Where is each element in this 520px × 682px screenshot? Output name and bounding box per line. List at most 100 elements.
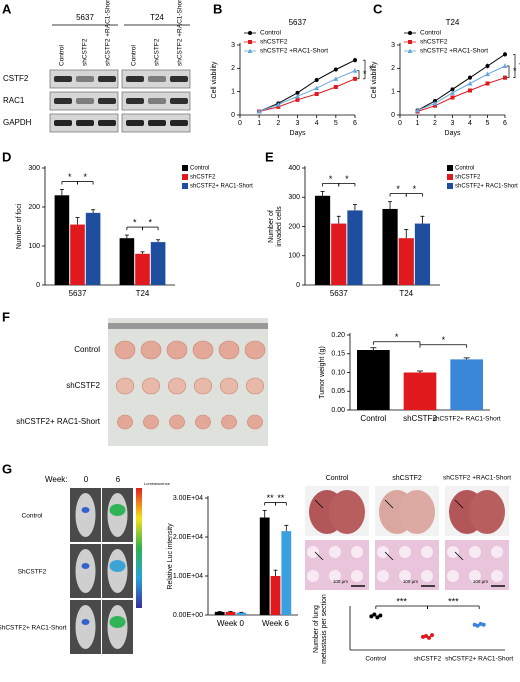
y-tick-label: 0.05: [331, 388, 345, 395]
alveoli: [491, 546, 503, 558]
bar: [70, 224, 85, 285]
signal: [109, 560, 126, 572]
point: [295, 97, 300, 102]
lung: [399, 490, 435, 534]
point: [314, 92, 319, 96]
blot-strip: [49, 69, 119, 89]
legend-swatch: [447, 183, 453, 189]
bar: [450, 359, 483, 410]
blot-band: [54, 76, 72, 82]
point: [502, 63, 508, 68]
x-tick-label: 4: [468, 120, 472, 127]
signal: [109, 616, 126, 628]
panel-letter: D: [2, 149, 11, 164]
series-line: [417, 65, 506, 111]
x-tick-label: 1: [416, 120, 420, 127]
legend-label: shCSTF2: [420, 39, 448, 46]
tumor-photo: [108, 318, 268, 446]
y-tick-label: 0.15: [331, 351, 345, 358]
dot-point: [421, 634, 425, 639]
bar: [259, 517, 270, 615]
x-tick-label: 6: [503, 120, 507, 127]
legend-label: Control: [260, 30, 282, 37]
alveoli: [447, 570, 459, 582]
mouse-group-label: Control: [22, 513, 44, 520]
lane-label: shCSTF2 +RAC1-Short: [177, 0, 184, 66]
tumor-group-label: shCSTF2+ RAC1-Short: [16, 417, 101, 426]
series-line: [417, 77, 506, 112]
tumor: [141, 377, 161, 395]
legend-marker: [247, 48, 253, 53]
chart-title: 5637: [289, 18, 307, 27]
legend-swatch: [447, 165, 453, 171]
bar: [119, 238, 135, 285]
significance-bracket: [513, 53, 516, 79]
dot-point: [475, 623, 480, 628]
legend-label: shCSTF2: [260, 39, 288, 46]
alveoli: [377, 546, 389, 558]
lung: [469, 490, 505, 534]
bar: [150, 242, 166, 285]
dot-point: [430, 633, 434, 638]
point: [353, 76, 357, 81]
alveoli: [421, 570, 433, 582]
x-tick-label: 4: [315, 120, 319, 127]
arrow: [384, 551, 394, 561]
point: [314, 78, 319, 82]
x-tick-label: 5: [334, 120, 338, 127]
lane-label: shCSTF2: [154, 38, 161, 66]
cell-line-label: 5637: [76, 13, 94, 22]
legend-marker: [407, 48, 413, 53]
y-tick-label: 1.00E+04: [173, 573, 203, 580]
y-tick-label: 200: [28, 204, 40, 211]
y-tick-label: 3: [231, 42, 235, 49]
alveoli: [447, 546, 459, 558]
point: [295, 93, 300, 99]
bar: [398, 238, 414, 285]
point: [276, 104, 281, 109]
y-axis-label: Number of lung: [313, 605, 320, 653]
point: [333, 67, 338, 72]
blot-band: [170, 98, 188, 104]
significance-label: *: [84, 172, 88, 182]
panel-letter: F: [2, 309, 10, 324]
x-tick-label: shCSTF2: [403, 414, 437, 423]
dot-point: [472, 622, 477, 627]
tumor: [167, 377, 187, 395]
y-tick-label: 2.00E+04: [173, 534, 203, 541]
blot-band: [148, 98, 166, 104]
lane-label: shCSTF2 +RAC1-Short: [105, 0, 112, 66]
significance-bracket: [357, 70, 360, 80]
significance-label: **: [267, 493, 275, 503]
x-tick-label: shCSTF2: [414, 656, 442, 663]
point: [352, 68, 358, 73]
blot-band: [148, 120, 166, 126]
dot-point: [478, 621, 483, 626]
scale-bar-label: 100 μm: [403, 579, 418, 584]
blot-band: [76, 120, 94, 126]
y-axis-label: Number of: [268, 210, 275, 243]
point: [450, 90, 455, 95]
series-line: [259, 78, 356, 112]
point: [314, 85, 320, 91]
arrow: [454, 551, 464, 561]
legend-swatch: [182, 165, 188, 171]
bar: [314, 195, 331, 285]
point: [503, 52, 507, 57]
significance-label: **: [277, 493, 285, 503]
alveoli: [399, 570, 411, 582]
week-label: Week:: [45, 475, 68, 484]
y-tick-label: 0.10: [331, 369, 345, 376]
alveoli: [351, 570, 363, 582]
week-value: 6: [116, 475, 121, 484]
signal: [81, 563, 90, 569]
significance-label: *: [329, 174, 333, 184]
significance-label: *: [413, 184, 417, 194]
lane-label: Control: [131, 44, 138, 66]
y-axis-label: invaded cells: [276, 206, 283, 247]
x-tick-label: Week 0: [217, 619, 245, 628]
series-line: [258, 59, 356, 112]
mouse: [75, 493, 96, 537]
y-axis-label: Cell viability: [371, 61, 378, 98]
